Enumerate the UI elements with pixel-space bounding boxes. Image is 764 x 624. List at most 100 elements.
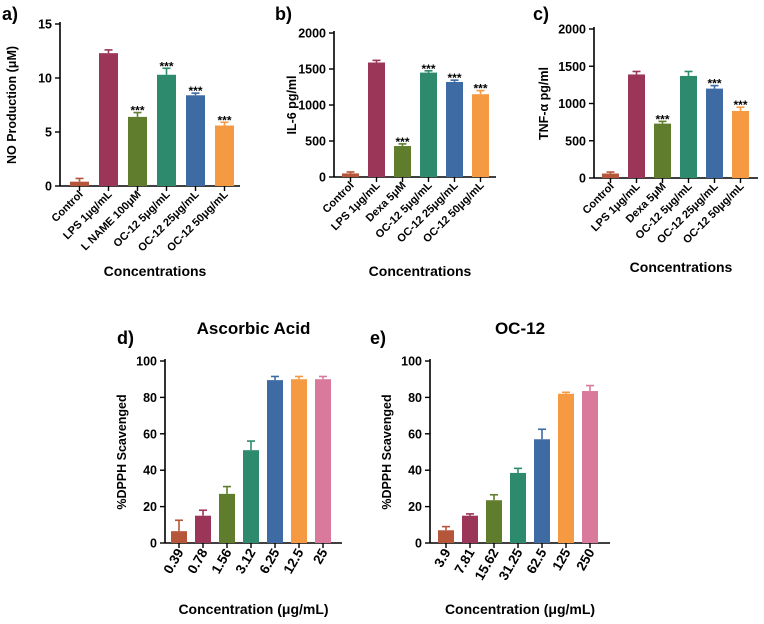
y-tick-label: 20 (408, 500, 422, 514)
x-tick-label: 125 (549, 546, 573, 573)
bar (654, 123, 671, 178)
y-tick-label: 1000 (298, 99, 326, 113)
x-tick-label: 15.62 (472, 546, 502, 583)
y-axis-label: %DPPH Scavenged (380, 394, 394, 509)
x-axis-label: Concentration (μg/mL) (178, 601, 328, 617)
y-tick-label: 1500 (558, 60, 586, 74)
bar (342, 173, 359, 177)
panel-label: a) (2, 4, 18, 24)
bar (602, 173, 619, 178)
bar (368, 62, 385, 177)
bar (510, 472, 526, 543)
bar (732, 110, 749, 178)
chart-title: OC-12 (495, 319, 545, 338)
x-tick-label: 250 (573, 546, 597, 573)
y-tick-label: 5 (45, 126, 52, 140)
x-tick-label: 62.5 (523, 546, 549, 577)
bar (558, 393, 574, 543)
y-tick-label: 80 (408, 391, 422, 405)
y-tick-label: 60 (143, 427, 157, 441)
bar (438, 530, 454, 543)
y-tick-label: 2000 (558, 23, 586, 37)
x-axis-label: Concentrations (630, 259, 733, 275)
significance-marker: *** (188, 84, 202, 98)
significance-marker: *** (395, 135, 409, 149)
significance-marker: *** (707, 77, 721, 91)
bar (186, 95, 205, 186)
x-tick-label: 25 (310, 546, 331, 567)
x-tick-label: 3.12 (232, 546, 258, 576)
bar (70, 181, 89, 186)
y-tick-label: 40 (408, 464, 422, 478)
y-tick-label: 20 (143, 500, 157, 514)
panel-label: d) (117, 328, 134, 348)
bar (486, 500, 502, 543)
y-tick-label: 0 (319, 171, 326, 185)
bar (215, 125, 234, 186)
x-axis-label: Concentrations (369, 263, 472, 279)
x-tick-label: 12.5 (280, 546, 306, 577)
bar (706, 88, 723, 178)
significance-marker: *** (217, 113, 231, 127)
significance-marker: *** (733, 98, 747, 112)
y-tick-label: 80 (143, 391, 157, 405)
y-tick-label: 500 (305, 135, 326, 149)
bar (171, 531, 187, 543)
y-tick-label: 40 (143, 464, 157, 478)
panel-label: e) (370, 328, 386, 348)
bar (243, 450, 259, 543)
y-tick-label: 0 (150, 537, 157, 551)
bar (291, 379, 307, 543)
bar (128, 116, 147, 186)
bar (219, 493, 235, 543)
bar (99, 53, 118, 186)
chart-title: Ascorbic Acid (197, 319, 311, 338)
chart-panel-4: d) Ascorbic Acid 0 20 40 60 80 100 %DPPH Scaveng… (115, 319, 342, 617)
bar (446, 81, 463, 177)
bar (462, 515, 478, 543)
y-tick-label: 10 (38, 72, 52, 86)
y-axis-label: IL-6 pg/ml (285, 75, 299, 134)
y-tick-label: 1500 (298, 63, 326, 77)
bar (472, 94, 489, 177)
x-tick-label: 0.78 (184, 546, 210, 577)
significance-marker: *** (447, 71, 461, 85)
bar (267, 380, 283, 543)
y-tick-label: 0 (45, 180, 52, 194)
significance-marker: *** (655, 112, 669, 126)
x-tick-label: 3.9 (431, 546, 453, 570)
bar (157, 74, 176, 186)
y-tick-label: 500 (565, 134, 586, 148)
y-tick-label: 0 (579, 172, 586, 186)
y-axis-label: TNF-α pg/ml (537, 67, 551, 140)
y-tick-label: 0 (415, 537, 422, 551)
x-axis-label: Concentration (μg/mL) (445, 601, 595, 617)
x-tick-label: 6.25 (256, 546, 282, 577)
x-tick-label: 31.25 (496, 546, 526, 583)
y-axis-label: NO Production (μM) (5, 46, 19, 164)
bar (394, 146, 411, 177)
bar (315, 379, 331, 543)
significance-marker: *** (421, 62, 435, 76)
y-tick-label: 2000 (298, 27, 326, 41)
x-tick-label: 0.39 (160, 546, 186, 576)
x-tick-label: 1.56 (208, 546, 234, 577)
x-axis-label: Concentrations (104, 263, 207, 279)
bar (628, 74, 645, 178)
bar (680, 75, 697, 178)
significance-marker: *** (130, 104, 144, 118)
bar (582, 391, 598, 543)
y-tick-label: 100 (136, 355, 157, 369)
y-axis-label: %DPPH Scavenged (115, 394, 129, 509)
y-tick-label: 100 (401, 355, 422, 369)
bar (534, 439, 550, 543)
y-tick-label: 1000 (558, 97, 586, 111)
y-tick-label: 60 (408, 427, 422, 441)
bar (420, 72, 437, 177)
panel-label: c) (533, 4, 549, 24)
